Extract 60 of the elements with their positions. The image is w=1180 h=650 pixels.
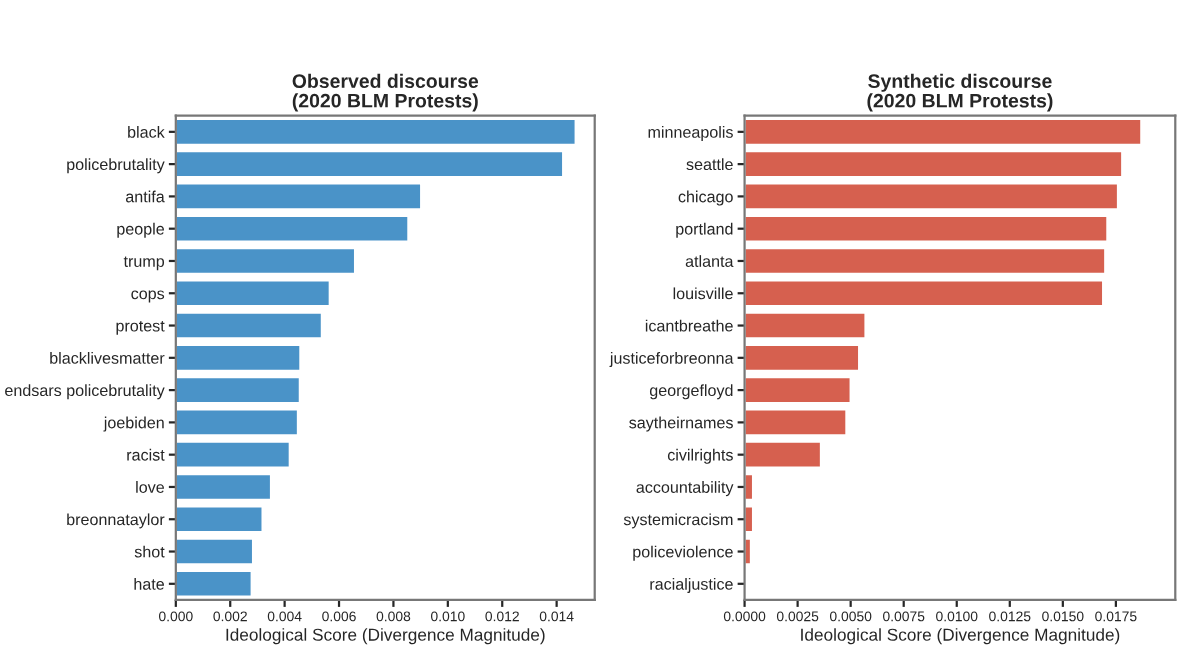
bar [175, 408, 300, 437]
bar [175, 537, 255, 566]
y-tick-label: justiceforbreonna [609, 351, 734, 368]
y-tick-label: love [136, 481, 164, 493]
bar [175, 505, 264, 534]
y-tick-label: hate [134, 577, 164, 590]
bar [175, 311, 323, 340]
bar [175, 214, 410, 243]
bar [744, 440, 823, 469]
bar [744, 279, 1105, 308]
y-tick-label: breonnataylor [67, 513, 165, 529]
bar [175, 117, 577, 146]
bar [175, 343, 302, 372]
y-tick-label: joebiden [103, 416, 164, 432]
bar [175, 279, 331, 308]
x-axis-title: Ideological Score (Divergence Magnitude) [801, 628, 1120, 645]
y-tick-label: louisville [673, 287, 733, 300]
bar [744, 376, 852, 405]
y-tick-label: seattle [686, 158, 733, 171]
y-tick-label: saytheirnames [629, 416, 733, 432]
y-tick-label: people [117, 222, 164, 238]
y-tick-label: endsars policebrutality [5, 384, 165, 400]
y-tick-label: accountability [636, 481, 734, 497]
y-tick-label: policebrutality [67, 158, 165, 174]
y-tick-label: racialjustice [650, 577, 733, 593]
bar [744, 343, 861, 372]
y-tick-label: racist [127, 448, 165, 461]
y-tick-label: trump [123, 256, 165, 271]
y-tick-label: minneapolis [648, 126, 733, 142]
y-tick-label: cops [131, 290, 165, 303]
bar [744, 150, 1124, 179]
bar [175, 569, 253, 598]
chart-title: Synthetic discourse (2020 BLM Protests) [867, 73, 1053, 112]
bar [175, 150, 565, 179]
bar [175, 440, 291, 469]
bar [175, 246, 357, 275]
bar [744, 182, 1120, 211]
y-tick-label: portland [676, 222, 733, 238]
bar [744, 408, 848, 437]
y-tick-label: chicago [678, 190, 733, 206]
y-tick-label: protest [116, 320, 165, 335]
y-tick-label: atlanta [685, 255, 734, 267]
bar [744, 311, 867, 340]
y-tick-label: antifa [125, 190, 165, 203]
x-axis-title: Ideological Score (Divergence Magnitude) [226, 628, 545, 645]
bar [175, 376, 301, 405]
y-tick-label: systemicracism [623, 513, 733, 529]
y-tick-label: policeviolence [633, 545, 733, 561]
y-tick-label: black [128, 126, 165, 138]
bar [175, 472, 273, 501]
bar [175, 182, 423, 211]
bar [744, 117, 1143, 146]
bar [744, 246, 1107, 275]
y-tick-label: georgefloyd [649, 384, 733, 400]
chart-title: Observed discourse (2020 BLM Protests) [292, 73, 479, 112]
y-tick-label: icantbreathe [645, 319, 733, 332]
y-tick-label: shot [134, 545, 165, 558]
bar [744, 214, 1109, 243]
y-tick-label: civilrights [667, 448, 733, 464]
y-tick-label: blacklivesmatter [50, 351, 165, 364]
